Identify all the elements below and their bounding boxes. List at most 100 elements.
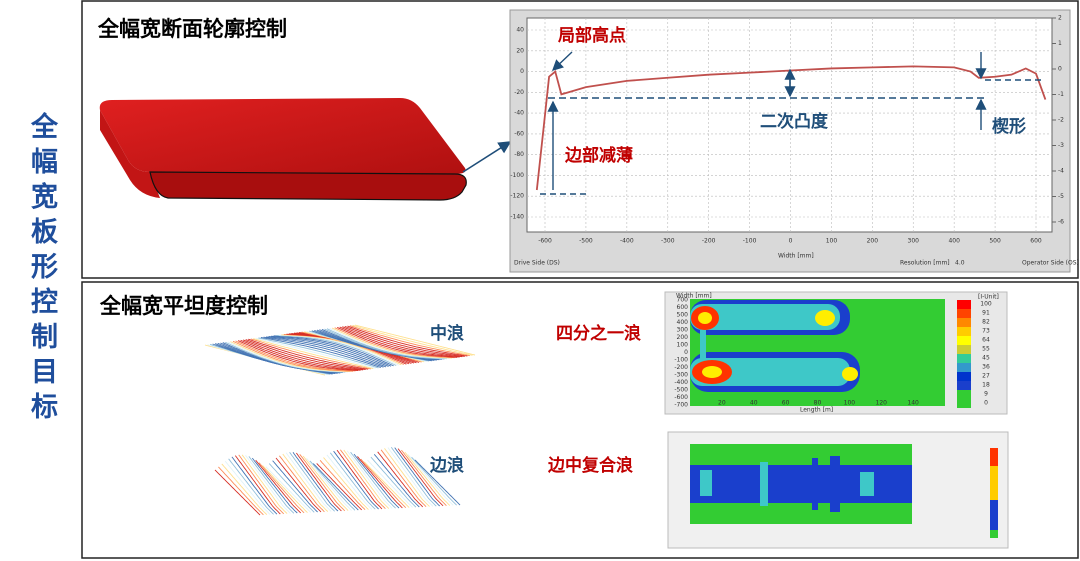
y-tick-label: -100 [674, 357, 688, 364]
panel-title: 全幅宽平坦度控制 [99, 294, 268, 318]
wave-line [230, 341, 351, 373]
legend-swatch [957, 318, 971, 327]
wave-line [224, 460, 271, 515]
wave-line [214, 469, 261, 516]
annotation: 边部减薄 [564, 145, 633, 166]
legend-label: 0 [984, 400, 988, 407]
y2-tick-label: 2 [1058, 15, 1062, 22]
heatmap [690, 444, 998, 538]
annotation: 楔形 [992, 116, 1026, 137]
axis-label: Width [mm] [676, 293, 712, 300]
x-tick-label: 100 [844, 400, 856, 407]
wave-line [255, 459, 302, 514]
legend-swatch [957, 345, 971, 354]
y2-tick-label: -1 [1058, 91, 1064, 98]
wave-line [309, 460, 356, 511]
wave-line [360, 458, 407, 509]
bottom-panel [81, 281, 1079, 559]
axis-label: Operator Side (OS) [1022, 260, 1079, 267]
legend-label: 55 [982, 346, 990, 353]
wave-label: 四分之一浪 [556, 323, 641, 344]
slab-illustration [99, 98, 467, 201]
axis-label: Length [m] [800, 407, 833, 414]
wave-line [248, 456, 295, 514]
y-tick-label: -20 [514, 89, 524, 96]
wave-line [227, 341, 348, 373]
wave-line [384, 448, 430, 507]
wave-illustrations [204, 324, 476, 516]
wave-line [275, 457, 322, 513]
y-tick-label: -40 [514, 110, 524, 117]
y-tick-label: -100 [510, 172, 524, 179]
wave-line [258, 337, 379, 369]
y-tick-label: 40 [516, 27, 524, 34]
legend-swatch [957, 363, 971, 372]
wave-line [387, 447, 434, 507]
wave-line [240, 339, 361, 371]
wave-line [347, 325, 468, 357]
wave-line [299, 454, 346, 512]
wave-line [401, 449, 447, 507]
wave-line [221, 463, 268, 516]
wave-line [232, 340, 354, 372]
y-tick-label: -140 [510, 214, 524, 221]
y2-tick-label: -6 [1058, 219, 1064, 226]
wave-line [380, 449, 427, 508]
x-tick-label: 200 [867, 238, 879, 245]
wave-line [370, 456, 417, 508]
legend-swatch [957, 399, 971, 408]
wave-line [271, 335, 392, 367]
x-tick-label: 100 [826, 238, 838, 245]
wave-line [278, 334, 399, 366]
top-panel [81, 0, 1079, 279]
wave-line [282, 453, 329, 512]
y-tick-label: -60 [514, 130, 524, 137]
heatmap [690, 299, 945, 406]
x-tick-label: 60 [782, 400, 790, 407]
wave-line [248, 338, 369, 370]
wave-label: 边浪 [429, 455, 464, 476]
x-tick-label: -200 [702, 238, 716, 245]
legend-swatch [957, 300, 971, 309]
wave-line [352, 324, 473, 356]
wave-line [353, 453, 400, 509]
wave-line [260, 337, 382, 368]
legend-label: 45 [982, 355, 990, 362]
wave-line [276, 335, 397, 366]
x-tick-label: 120 [876, 400, 888, 407]
wave-line [343, 449, 390, 509]
wave-line [331, 327, 453, 359]
annotation: 局部高点 [558, 25, 626, 46]
wave-line [292, 452, 339, 512]
y-tick-label: 400 [677, 319, 689, 326]
wave-line [245, 455, 291, 514]
legend-swatch [957, 309, 971, 318]
wave-line [228, 458, 274, 515]
wave-line [263, 336, 384, 368]
wave-line [367, 459, 413, 508]
wave-line [354, 324, 476, 356]
x-tick-label: 80 [814, 400, 822, 407]
y-tick-label: 600 [677, 304, 689, 311]
y-tick-label: -700 [674, 402, 688, 409]
wave-line [414, 459, 461, 506]
wave-line [397, 448, 444, 507]
legend-label: 82 [982, 319, 990, 326]
x-tick-label: 500 [989, 238, 1001, 245]
wave-line [234, 455, 281, 515]
x-tick-label: 400 [948, 238, 960, 245]
x-tick-label: 20 [718, 400, 726, 407]
y-tick-label: 200 [677, 334, 689, 341]
axis-label: 4.0 [955, 260, 965, 267]
legend-swatch [957, 354, 971, 363]
profile-line [535, 65, 1047, 191]
panel-title: 全幅宽断面轮廓控制 [97, 17, 287, 41]
wave-line [218, 466, 264, 516]
heatmap-axes: Width [mm]Length [m]70060050040030020010… [674, 293, 919, 414]
y-tick-label: -80 [514, 151, 524, 158]
wave-line [394, 447, 441, 507]
legend-label: 27 [982, 373, 990, 380]
wave-line [265, 466, 312, 513]
wave-line [346, 450, 393, 509]
